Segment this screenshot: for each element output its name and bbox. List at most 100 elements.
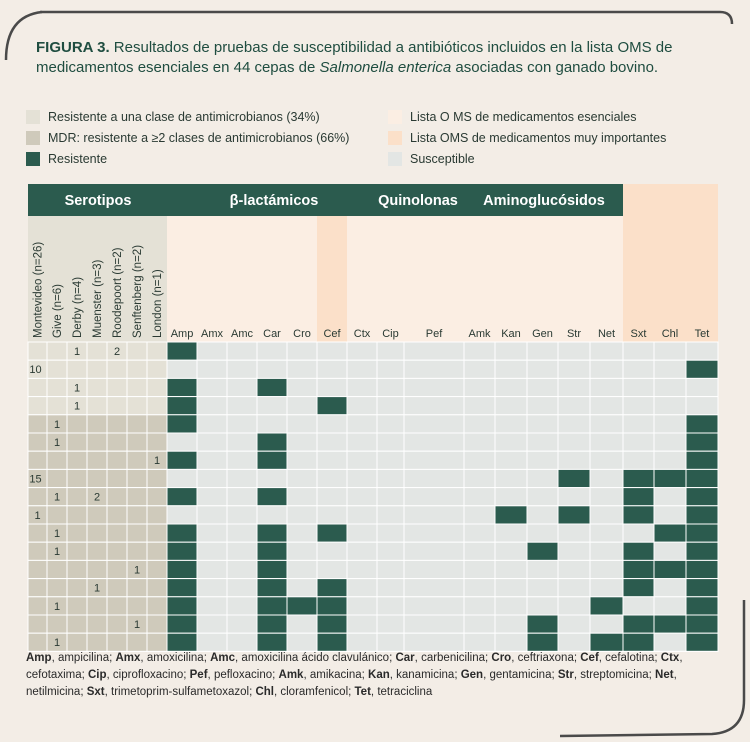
susceptible-cell bbox=[166, 432, 198, 452]
susceptible-cell bbox=[463, 559, 496, 580]
serotype-label: Muenster (n=3) bbox=[92, 260, 104, 338]
abbreviation-code: Kan bbox=[368, 669, 390, 681]
susceptible-cell bbox=[376, 468, 405, 489]
abbreviation-code: Car bbox=[395, 652, 415, 664]
serotype-count-label: 1 bbox=[134, 564, 140, 576]
susceptible-cell bbox=[463, 541, 496, 561]
susceptible-cell bbox=[557, 523, 591, 543]
serotype-count-cell bbox=[106, 578, 128, 598]
susceptible-cell bbox=[463, 396, 496, 416]
abbreviation-code: Chl bbox=[255, 686, 274, 698]
abbreviation-code: Sxt bbox=[86, 686, 105, 698]
susceptible-cell bbox=[494, 596, 528, 616]
resistant-cell bbox=[316, 614, 348, 634]
serotype-count-cell bbox=[146, 377, 168, 398]
resistant-cell bbox=[166, 559, 198, 580]
susceptible-cell bbox=[316, 487, 348, 507]
resistant-cell bbox=[622, 632, 655, 652]
legend-mono-class: Resistente a una clase de antimicrobiano… bbox=[26, 110, 320, 124]
group-header-label: β-lactámicos bbox=[230, 193, 319, 209]
susceptible-cell bbox=[346, 541, 378, 561]
susceptible-cell bbox=[286, 523, 318, 543]
serotype-count-cell bbox=[146, 396, 168, 416]
susceptible-cell bbox=[526, 432, 559, 452]
serotype-count-cell bbox=[27, 487, 48, 507]
susceptible-cell bbox=[557, 614, 591, 634]
abbreviation-name: streptomicina bbox=[580, 669, 649, 681]
susceptible-cell bbox=[226, 396, 258, 416]
susceptible-cell bbox=[463, 450, 496, 470]
resistant-cell bbox=[166, 396, 198, 416]
serotype-count-label: 1 bbox=[34, 510, 40, 522]
susceptible-cell bbox=[316, 468, 348, 489]
title-text-2: asociadas con ganado bovino. bbox=[451, 59, 659, 76]
serotype-count-cell bbox=[126, 541, 148, 561]
legend-swatch bbox=[388, 152, 402, 166]
susceptible-cell bbox=[494, 632, 528, 652]
abbreviation-name: gentamicina bbox=[489, 669, 552, 681]
antibiotic-label: Amp bbox=[171, 328, 194, 340]
group-header-label: Aminoglucósidos bbox=[483, 193, 605, 209]
susceptible-cell bbox=[463, 614, 496, 634]
susceptible-cell bbox=[346, 578, 378, 598]
susceptible-cell bbox=[557, 432, 591, 452]
serotype-count-cell bbox=[126, 341, 148, 361]
serotype-count-cell bbox=[106, 559, 128, 580]
susceptible-cell bbox=[196, 450, 228, 470]
susceptible-cell bbox=[526, 596, 559, 616]
serotype-count-cell bbox=[27, 450, 48, 470]
antibiotic-label: Amx bbox=[201, 328, 224, 340]
abbreviation-name: netilmicina bbox=[26, 686, 81, 698]
legend-very-important: Lista OMS de medicamentos muy importante… bbox=[388, 131, 666, 145]
susceptible-cell bbox=[463, 596, 496, 616]
serotype-count-cell bbox=[27, 541, 48, 561]
serotype-count-label: 2 bbox=[114, 346, 120, 358]
susceptible-cell bbox=[196, 341, 228, 361]
serotype-count-cell bbox=[66, 450, 88, 470]
serotype-count-cell bbox=[126, 578, 148, 598]
susceptible-cell bbox=[622, 450, 655, 470]
serotype-count-cell bbox=[86, 614, 108, 634]
serotype-count-cell bbox=[86, 541, 108, 561]
susceptible-cell bbox=[589, 523, 624, 543]
susceptible-cell bbox=[526, 578, 559, 598]
susceptible-cell bbox=[196, 578, 228, 598]
resistant-cell bbox=[685, 505, 719, 525]
susceptible-cell bbox=[557, 541, 591, 561]
susceptible-cell bbox=[403, 432, 465, 452]
abbreviation-name: tetraciclina bbox=[377, 686, 433, 698]
resistant-cell bbox=[557, 505, 591, 525]
susceptible-cell bbox=[256, 468, 288, 489]
serotype-count-cell bbox=[146, 614, 168, 634]
legend-label: Resistente bbox=[48, 152, 108, 166]
antibiotic-label: Sxt bbox=[631, 328, 647, 340]
susceptible-cell bbox=[346, 487, 378, 507]
abbreviation-name: amoxicilina bbox=[146, 652, 204, 664]
serotype-count-label: 15 bbox=[29, 473, 41, 485]
susceptible-cell bbox=[622, 414, 655, 434]
abbreviation-list: Amp, ampicilina; Amx, amoxicilina; Amc, … bbox=[26, 652, 683, 698]
abbreviation-name: cloramfenicol bbox=[280, 686, 349, 698]
antibiotic-label: Ctx bbox=[354, 328, 371, 340]
resistant-cell bbox=[256, 432, 288, 452]
serotype-count-cell bbox=[66, 614, 88, 634]
susceptible-cell bbox=[346, 414, 378, 434]
susceptible-cell bbox=[589, 487, 624, 507]
serotype-count-cell bbox=[126, 523, 148, 543]
susceptible-cell bbox=[166, 505, 198, 525]
susceptible-cell bbox=[286, 559, 318, 580]
abbreviation-name: cefotaxima bbox=[26, 669, 82, 681]
susceptible-cell bbox=[589, 396, 624, 416]
legend-swatch bbox=[26, 131, 40, 145]
serotype-count-cell bbox=[146, 432, 168, 452]
susceptible-cell bbox=[653, 578, 687, 598]
susceptible-cell bbox=[196, 505, 228, 525]
serotype-count-cell bbox=[66, 414, 88, 434]
susceptible-cell bbox=[226, 414, 258, 434]
susceptible-cell bbox=[286, 341, 318, 361]
serotype-count-cell bbox=[126, 432, 148, 452]
susceptible-cell bbox=[557, 596, 591, 616]
susceptible-cell bbox=[589, 468, 624, 489]
resistant-cell bbox=[685, 487, 719, 507]
